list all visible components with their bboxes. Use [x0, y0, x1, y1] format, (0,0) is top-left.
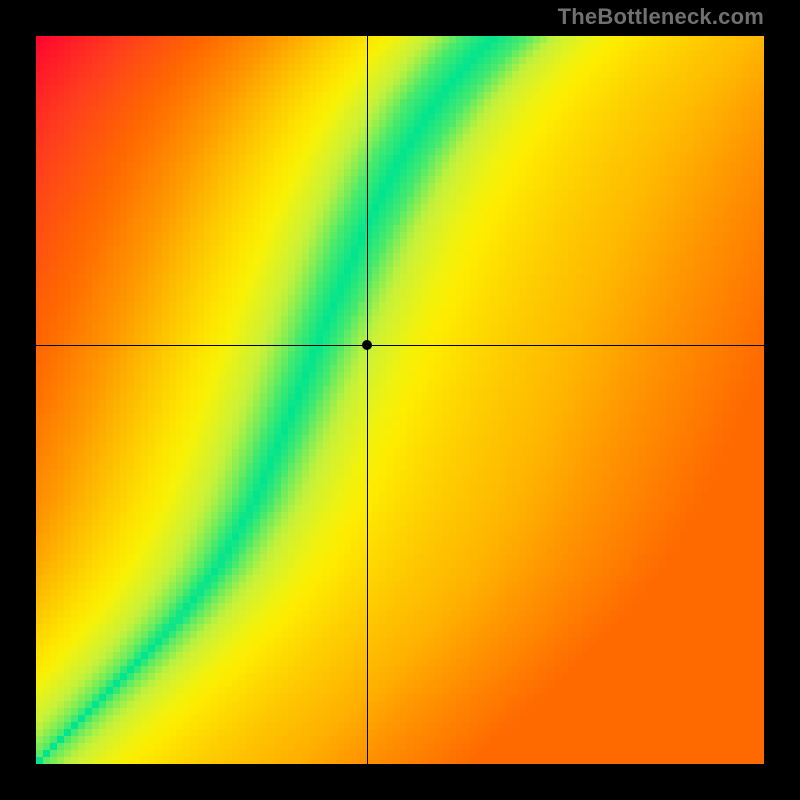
crosshair-vertical	[367, 36, 368, 764]
heatmap-plot	[36, 36, 764, 764]
crosshair-horizontal	[36, 345, 764, 346]
crosshair-marker	[362, 340, 372, 350]
heatmap-canvas	[36, 36, 764, 764]
watermark-text: TheBottleneck.com	[558, 4, 764, 30]
